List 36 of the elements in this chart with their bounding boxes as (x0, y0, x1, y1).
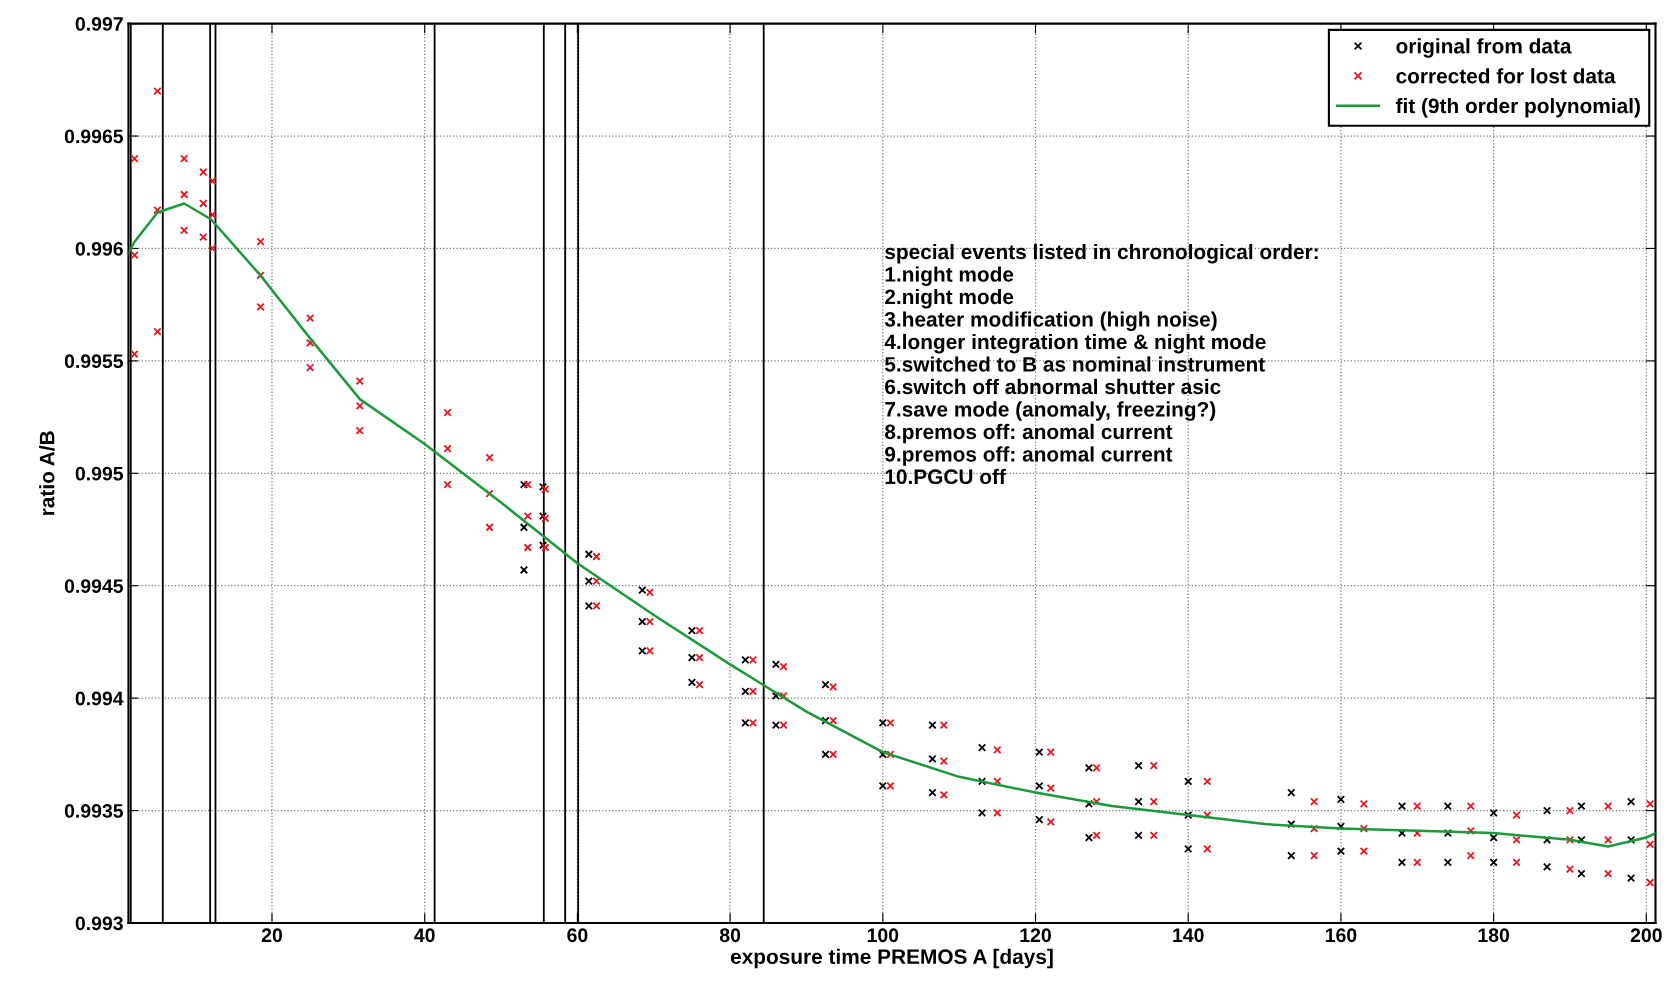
annotation: 10.PGCU off (885, 468, 1006, 485)
legend-label: fit (9th order polynomial) (1395, 97, 1640, 118)
annotation: 6.switch off abnormal shutter asic (885, 378, 1221, 395)
y-tick-label: 0.9965 (64, 129, 124, 144)
line-series (128, 202, 1656, 848)
annotation: 5.switched to B as nominal instrument (884, 356, 1265, 372)
x-tick-label: 140 (1173, 928, 1204, 943)
x-tick-label: 160 (1325, 928, 1357, 943)
y-tick-label: 0.9935 (64, 804, 124, 818)
y-tick-label: 0.993 (75, 916, 123, 931)
x-tick-label: 20 (261, 928, 282, 943)
annotation: 4.longer integration time & night mode (884, 333, 1266, 354)
x-axis-title: exposure time PREMOS A [days] (730, 948, 1053, 969)
y-tick-label: 0.994 (75, 691, 124, 706)
x-tick-label: 60 (567, 928, 588, 943)
y-tick-label: 0.9945 (64, 579, 124, 593)
annotation: special events listed in chronological order: (885, 243, 1318, 264)
x-tick-label: 200 (1630, 928, 1662, 943)
annotation: 7.save mode (anomaly, freezing?) (885, 401, 1216, 421)
y-tick-label: 0.995 (75, 466, 124, 481)
annotation: 2.night mode (885, 288, 1014, 309)
y-tick-label: 0.996 (75, 241, 123, 256)
y-tick-label: 0.9955 (64, 354, 124, 369)
x-tick-label: 100 (867, 928, 899, 943)
x-tick-label: 40 (414, 928, 435, 943)
legend-label: original from data (1396, 38, 1572, 58)
x-tick-label: 120 (1020, 928, 1051, 943)
y-axis-title: ratio A/B (39, 431, 55, 515)
annotation: 9.premos off: anomal current (885, 446, 1173, 466)
annotation: 3.heater modification (high noise) (884, 311, 1217, 331)
annotation: 8.premos off: anomal current (884, 423, 1173, 444)
annotation: 1.night mode (885, 266, 1014, 286)
y-tick-label: 0.997 (75, 17, 123, 31)
legend-label: corrected for lost data (1396, 68, 1616, 84)
x-tick-label: 80 (719, 928, 741, 943)
x-tick-label: 180 (1478, 928, 1510, 943)
